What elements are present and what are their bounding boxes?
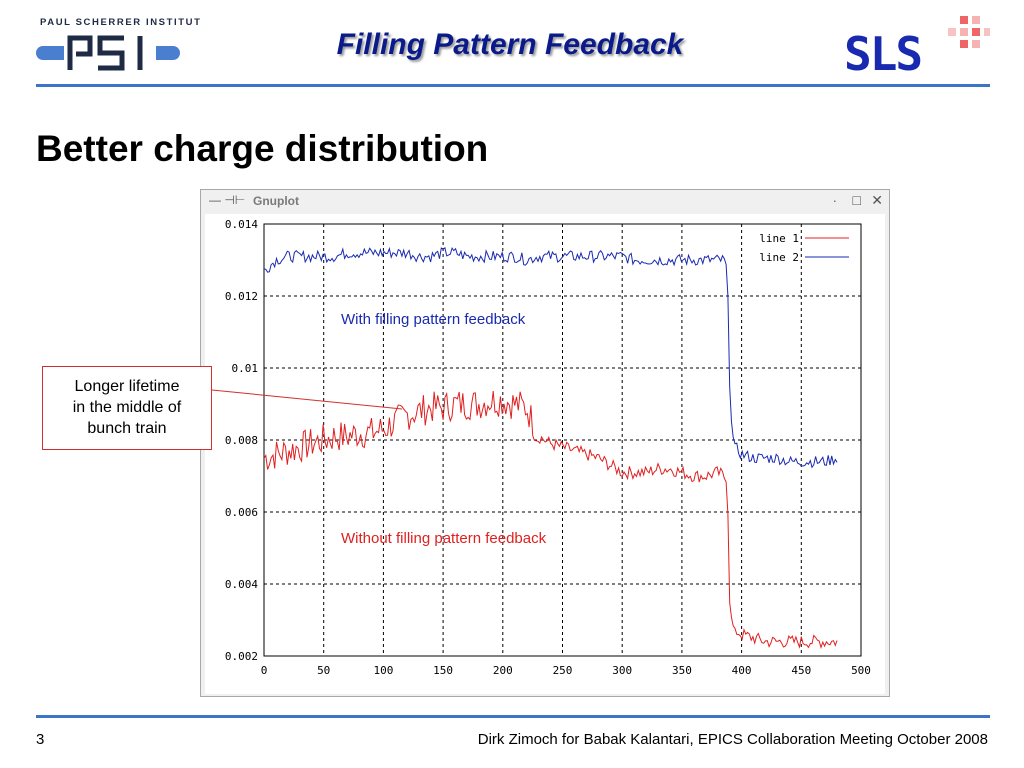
svg-text:SLS: SLS <box>844 27 921 76</box>
x-tick-label: 250 <box>553 664 573 677</box>
annotation-label-1: With filling pattern feedback <box>341 311 526 328</box>
x-tick-label: 150 <box>433 664 453 677</box>
page-number: 3 <box>36 731 45 748</box>
footer-text: Dirk Zimoch for Babak Kalantari, EPICS C… <box>477 731 988 748</box>
minimize-icon[interactable]: · <box>832 193 837 208</box>
x-tick-label: 200 <box>493 664 513 677</box>
x-tick-label: 300 <box>612 664 632 677</box>
y-tick-label: 0.01 <box>232 362 259 375</box>
x-tick-label: 350 <box>672 664 692 677</box>
gnuplot-titlebar: — ⊣⊢ Gnuplot · □ ✕ <box>201 190 889 213</box>
close-icon[interactable]: ✕ <box>871 192 883 208</box>
plot-area: 0 50 100 150 200 250 300 350 400 450 500 0.002 0.004… <box>205 214 885 694</box>
window-menu-icon[interactable]: — ⊣⊢ <box>209 193 246 207</box>
chart-svg: 0 50 100 150 200 250 300 350 400 450 500 0.002 0.004… <box>225 218 871 677</box>
x-tick-label: 500 <box>851 664 871 677</box>
callout-line-2: in the middle of <box>72 399 182 416</box>
window-title: Gnuplot <box>253 194 299 208</box>
callout-box: Longer lifetime in the middle of bunch t… <box>42 366 212 450</box>
x-tick-label: 100 <box>373 664 393 677</box>
legend-label-2: line 2 <box>759 251 799 264</box>
y-tick-label: 0.006 <box>225 506 258 519</box>
y-tick-label: 0.004 <box>225 578 258 591</box>
header-rule <box>36 84 990 87</box>
psi-logo <box>36 32 180 74</box>
y-tick-label: 0.008 <box>225 434 258 447</box>
gnuplot-window: — ⊣⊢ Gnuplot · □ ✕ 0 50 100 150 200 250 300 350… <box>200 189 890 697</box>
annotation-label-2: Without filling pattern feedback <box>341 530 547 547</box>
callout-line-1: Longer lifetime <box>74 378 180 395</box>
institute-name: PAUL SCHERRER INSTITUT <box>40 17 202 28</box>
callout-line-3: bunch train <box>87 420 167 437</box>
x-tick-label: 400 <box>732 664 752 677</box>
x-tick-label: 50 <box>317 664 330 677</box>
x-tick-label: 450 <box>791 664 811 677</box>
series-line-1 <box>263 390 838 650</box>
y-tick-label: 0.002 <box>225 650 258 663</box>
slide-title: Filling Pattern Feedback <box>336 28 684 61</box>
y-tick-label: 0.014 <box>225 218 258 231</box>
footer-rule <box>36 715 990 718</box>
sls-logo: SLS <box>842 14 992 81</box>
maximize-icon[interactable]: □ <box>852 192 861 208</box>
slide-heading: Better charge distribution <box>36 128 489 169</box>
y-tick-label: 0.012 <box>225 290 258 303</box>
series-line-2 <box>263 246 838 469</box>
plot-border <box>263 223 862 657</box>
x-tick-label: 0 <box>261 664 268 677</box>
legend-label-1: line 1 <box>759 232 799 245</box>
